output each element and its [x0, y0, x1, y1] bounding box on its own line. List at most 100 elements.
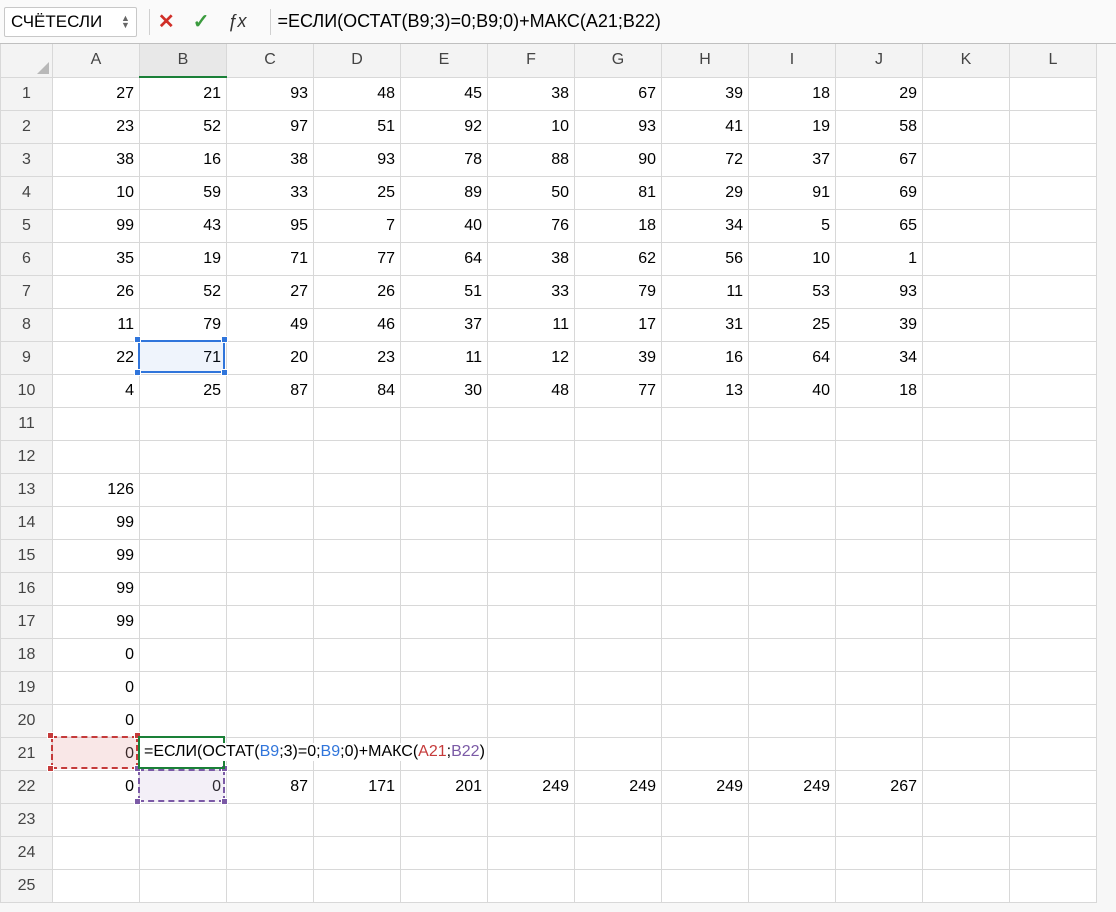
cell-C25[interactable]: [227, 869, 314, 902]
cell-F6[interactable]: 38: [488, 242, 575, 275]
cell-I24[interactable]: [749, 836, 836, 869]
row-header-4[interactable]: 4: [1, 176, 53, 209]
cell-B23[interactable]: [140, 803, 227, 836]
cell-I8[interactable]: 25: [749, 308, 836, 341]
cell-F24[interactable]: [488, 836, 575, 869]
cell-J4[interactable]: 69: [836, 176, 923, 209]
cell-G21[interactable]: [575, 737, 662, 770]
cell-H22[interactable]: 249: [662, 770, 749, 803]
cell-E14[interactable]: [401, 506, 488, 539]
spreadsheet-grid[interactable]: ABCDEFGHIJKL 127219348453867391829223529…: [0, 44, 1097, 903]
cell-B4[interactable]: 59: [140, 176, 227, 209]
row-header-20[interactable]: 20: [1, 704, 53, 737]
cell-E21[interactable]: [401, 737, 488, 770]
cell-C16[interactable]: [227, 572, 314, 605]
cell-C11[interactable]: [227, 407, 314, 440]
cell-C15[interactable]: [227, 539, 314, 572]
cell-G24[interactable]: [575, 836, 662, 869]
cell-I11[interactable]: [749, 407, 836, 440]
cell-E13[interactable]: [401, 473, 488, 506]
cell-J5[interactable]: 65: [836, 209, 923, 242]
cell-A23[interactable]: [53, 803, 140, 836]
cell-D21[interactable]: [314, 737, 401, 770]
row-header-8[interactable]: 8: [1, 308, 53, 341]
cell-K17[interactable]: [923, 605, 1010, 638]
cell-L23[interactable]: [1010, 803, 1097, 836]
cell-B21[interactable]: [140, 737, 227, 770]
cell-I20[interactable]: [749, 704, 836, 737]
cell-J14[interactable]: [836, 506, 923, 539]
cell-E22[interactable]: 201: [401, 770, 488, 803]
cell-C8[interactable]: 49: [227, 308, 314, 341]
row-header-25[interactable]: 25: [1, 869, 53, 902]
row-header-17[interactable]: 17: [1, 605, 53, 638]
cell-K19[interactable]: [923, 671, 1010, 704]
cell-B17[interactable]: [140, 605, 227, 638]
cell-G3[interactable]: 90: [575, 143, 662, 176]
cell-J21[interactable]: [836, 737, 923, 770]
cell-D9[interactable]: 23: [314, 341, 401, 374]
cell-L19[interactable]: [1010, 671, 1097, 704]
cell-K12[interactable]: [923, 440, 1010, 473]
cell-B18[interactable]: [140, 638, 227, 671]
cell-K5[interactable]: [923, 209, 1010, 242]
cell-L3[interactable]: [1010, 143, 1097, 176]
cell-D1[interactable]: 48: [314, 77, 401, 110]
cell-D24[interactable]: [314, 836, 401, 869]
cell-D12[interactable]: [314, 440, 401, 473]
cell-C22[interactable]: 87: [227, 770, 314, 803]
select-all-corner[interactable]: [1, 44, 53, 77]
row-header-9[interactable]: 9: [1, 341, 53, 374]
cell-E12[interactable]: [401, 440, 488, 473]
cell-A16[interactable]: 99: [53, 572, 140, 605]
cell-G10[interactable]: 77: [575, 374, 662, 407]
cell-A1[interactable]: 27: [53, 77, 140, 110]
cell-B7[interactable]: 52: [140, 275, 227, 308]
cell-L16[interactable]: [1010, 572, 1097, 605]
name-box-stepper[interactable]: ▲ ▼: [121, 15, 130, 29]
cell-L17[interactable]: [1010, 605, 1097, 638]
col-header-F[interactable]: F: [488, 44, 575, 77]
cell-H17[interactable]: [662, 605, 749, 638]
cell-L12[interactable]: [1010, 440, 1097, 473]
cell-A25[interactable]: [53, 869, 140, 902]
cell-F11[interactable]: [488, 407, 575, 440]
cell-E25[interactable]: [401, 869, 488, 902]
col-header-D[interactable]: D: [314, 44, 401, 77]
cell-H1[interactable]: 39: [662, 77, 749, 110]
cell-A20[interactable]: 0: [53, 704, 140, 737]
col-header-G[interactable]: G: [575, 44, 662, 77]
col-header-E[interactable]: E: [401, 44, 488, 77]
cell-L10[interactable]: [1010, 374, 1097, 407]
row-header-1[interactable]: 1: [1, 77, 53, 110]
cell-E4[interactable]: 89: [401, 176, 488, 209]
row-header-14[interactable]: 14: [1, 506, 53, 539]
cell-H23[interactable]: [662, 803, 749, 836]
cell-D15[interactable]: [314, 539, 401, 572]
cell-I15[interactable]: [749, 539, 836, 572]
cell-B10[interactable]: 25: [140, 374, 227, 407]
cell-G2[interactable]: 93: [575, 110, 662, 143]
cell-J18[interactable]: [836, 638, 923, 671]
cell-K9[interactable]: [923, 341, 1010, 374]
cell-J11[interactable]: [836, 407, 923, 440]
cell-C3[interactable]: 38: [227, 143, 314, 176]
cell-G13[interactable]: [575, 473, 662, 506]
cell-I3[interactable]: 37: [749, 143, 836, 176]
row-header-13[interactable]: 13: [1, 473, 53, 506]
cell-L6[interactable]: [1010, 242, 1097, 275]
cell-E17[interactable]: [401, 605, 488, 638]
cell-F16[interactable]: [488, 572, 575, 605]
cell-K16[interactable]: [923, 572, 1010, 605]
cell-C21[interactable]: [227, 737, 314, 770]
cell-B1[interactable]: 21: [140, 77, 227, 110]
row-header-2[interactable]: 2: [1, 110, 53, 143]
cell-K23[interactable]: [923, 803, 1010, 836]
cell-J22[interactable]: 267: [836, 770, 923, 803]
cell-J19[interactable]: [836, 671, 923, 704]
cell-C23[interactable]: [227, 803, 314, 836]
cell-F22[interactable]: 249: [488, 770, 575, 803]
cell-K11[interactable]: [923, 407, 1010, 440]
cell-B22[interactable]: 0: [140, 770, 227, 803]
cell-D25[interactable]: [314, 869, 401, 902]
